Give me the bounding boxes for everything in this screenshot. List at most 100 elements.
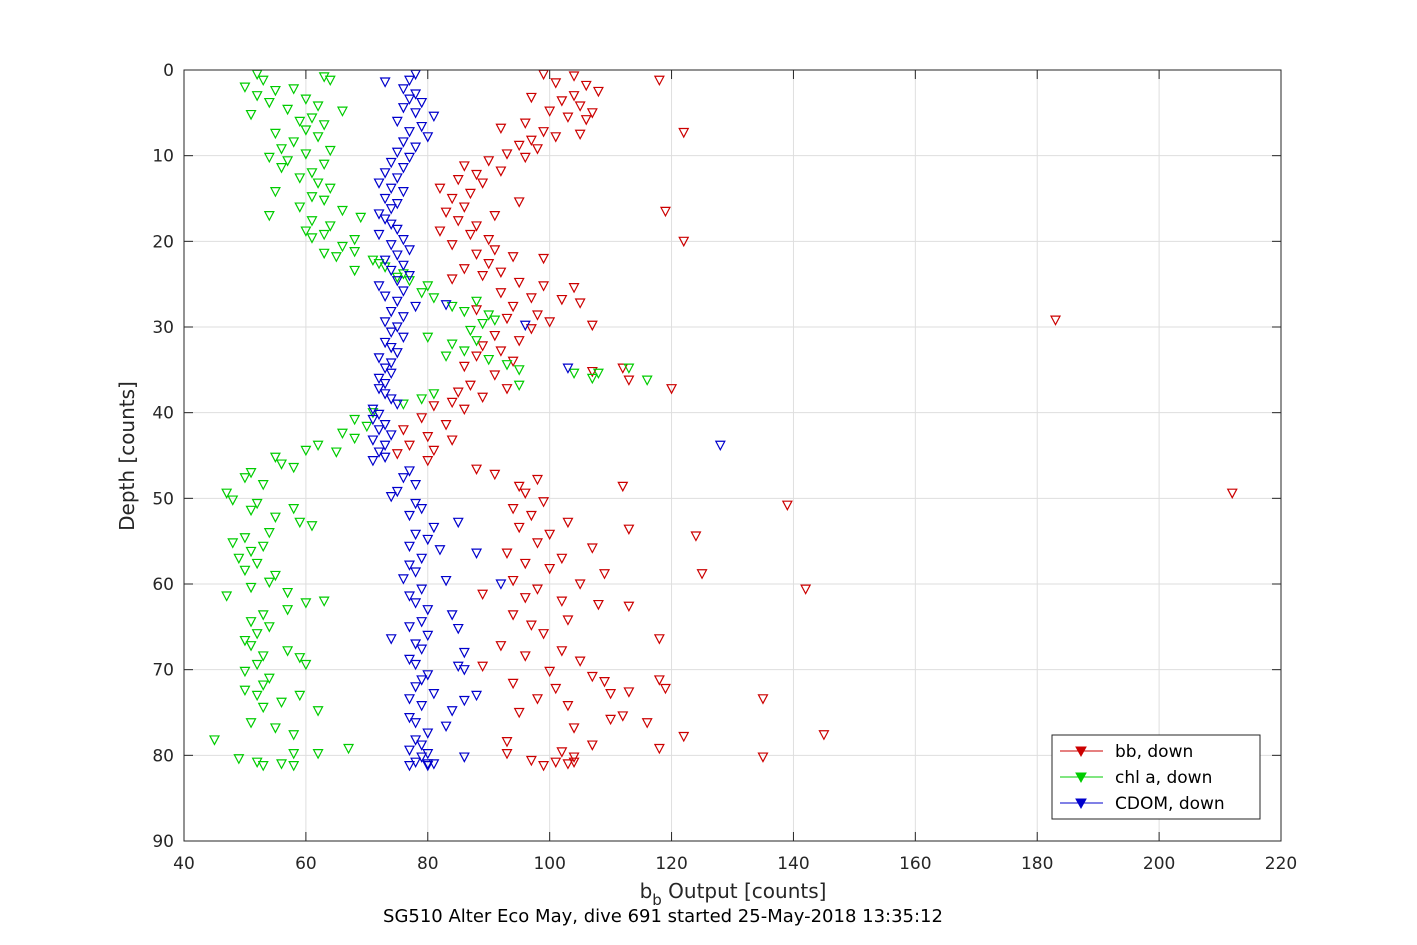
- data-point-chl-a: [251, 558, 263, 570]
- data-point-bb: [641, 718, 653, 729]
- data-point-chl-a: [239, 565, 251, 577]
- plot-area: [184, 70, 1281, 841]
- data-point-bb: [586, 320, 598, 332]
- data-point-cdom: [422, 605, 434, 616]
- data-point-bb: [544, 666, 556, 678]
- data-point-chl-a: [276, 697, 288, 709]
- data-point-bb: [525, 135, 537, 147]
- data-point-bb: [507, 301, 519, 313]
- data-point-chl-a: [239, 685, 251, 697]
- data-point-bb: [471, 464, 483, 475]
- data-point-bb: [550, 78, 562, 89]
- data-point-chl-a: [568, 368, 580, 380]
- data-point-bb: [477, 589, 489, 601]
- data-point-bb: [483, 156, 495, 167]
- data-point-bb: [690, 531, 702, 542]
- data-point-cdom: [422, 761, 434, 772]
- data-point-bb: [599, 569, 611, 580]
- data-point-cdom: [446, 610, 458, 621]
- data-point-bb: [501, 384, 513, 395]
- data-point-chl-a: [300, 226, 312, 237]
- data-point-cdom: [471, 548, 483, 559]
- data-point-bb: [513, 522, 525, 534]
- data-point-chl-a: [586, 373, 598, 385]
- data-point-bb: [483, 235, 495, 246]
- data-point-cdom: [403, 271, 415, 282]
- data-point-cdom: [373, 447, 385, 458]
- data-point-bb: [556, 96, 568, 107]
- data-point-cdom: [373, 409, 385, 421]
- data-point-bb: [495, 123, 507, 135]
- data-point-bb: [428, 445, 440, 457]
- data-point-cdom: [458, 647, 470, 659]
- data-point-chl-a: [245, 617, 257, 628]
- data-point-bb: [538, 127, 550, 138]
- data-point-bb: [513, 336, 525, 347]
- data-point-bb: [562, 701, 574, 712]
- data-point-cdom: [416, 584, 428, 595]
- data-point-chl-a: [318, 248, 330, 260]
- data-point-cdom: [373, 209, 385, 220]
- data-point-cdom: [403, 541, 415, 553]
- data-point-chl-a: [276, 144, 288, 155]
- data-point-cdom: [440, 575, 452, 587]
- data-point-cdom: [428, 522, 440, 534]
- data-point-cdom: [410, 529, 422, 541]
- data-point-chl-a: [446, 301, 458, 313]
- legend-entry-cdom: CDOM, down: [1060, 794, 1225, 814]
- data-point-cdom: [403, 75, 415, 87]
- data-point-bb: [556, 646, 568, 657]
- data-point-chl-a: [349, 414, 361, 426]
- data-point-chl-a: [294, 690, 306, 702]
- data-point-chl-a: [288, 749, 300, 760]
- data-point-chl-a: [282, 156, 294, 167]
- x-axis-label-rest: Output [counts]: [662, 879, 827, 903]
- x-tick-label: 60: [295, 854, 317, 874]
- data-point-cdom: [385, 492, 397, 503]
- y-tick-label: 40: [152, 404, 174, 424]
- axes-box: [183, 69, 1282, 842]
- data-point-cdom: [422, 534, 434, 546]
- data-point-chl-a: [276, 163, 288, 174]
- data-point-bb: [397, 425, 409, 436]
- data-point-bb: [477, 271, 489, 282]
- data-point-cdom: [403, 622, 415, 633]
- legend-marker-bb: [1075, 746, 1087, 758]
- data-point-bb: [574, 129, 586, 141]
- data-point-cdom: [397, 163, 409, 174]
- data-point-bb: [501, 749, 513, 760]
- data-point-bb: [489, 469, 501, 481]
- data-point-bb: [458, 404, 470, 416]
- data-point-cdom: [373, 178, 385, 189]
- data-point-cdom: [391, 250, 403, 261]
- data-point-bb: [422, 432, 434, 443]
- data-point-cdom: [410, 639, 422, 650]
- data-point-bb: [525, 324, 537, 335]
- data-point-chl-a: [251, 629, 263, 640]
- data-point-chl-a: [641, 375, 653, 386]
- data-point-cdom: [422, 728, 434, 739]
- data-point-cdom: [403, 713, 415, 724]
- tick-labels: 40 60 80 100 120 140 160 180 200 220 0 10 20 30 40 50 60…: [152, 61, 1297, 874]
- data-point-chl-a: [239, 473, 251, 484]
- data-point-bb: [440, 207, 452, 218]
- data-point-chl-a: [464, 325, 476, 337]
- legend-entry-bb: bb, down: [1060, 742, 1193, 762]
- data-point-cdom: [452, 623, 464, 635]
- data-point-cdom: [410, 301, 422, 313]
- data-point-chl-a: [257, 651, 269, 662]
- data-point-cdom: [416, 740, 428, 751]
- data-point-bb: [507, 678, 519, 690]
- data-point-cdom: [714, 440, 726, 452]
- data-point-bb: [525, 293, 537, 304]
- data-point-chl-a: [239, 533, 251, 544]
- data-point-bb: [471, 249, 483, 260]
- data-point-cdom: [373, 353, 385, 364]
- data-point-cdom: [391, 276, 403, 287]
- data-point-bb: [1226, 488, 1238, 499]
- data-point-chl-a: [306, 168, 318, 179]
- data-point-bb: [458, 264, 470, 275]
- data-point-bb: [434, 226, 446, 237]
- data-point-chl-a: [294, 173, 306, 184]
- data-point-bb: [525, 510, 537, 522]
